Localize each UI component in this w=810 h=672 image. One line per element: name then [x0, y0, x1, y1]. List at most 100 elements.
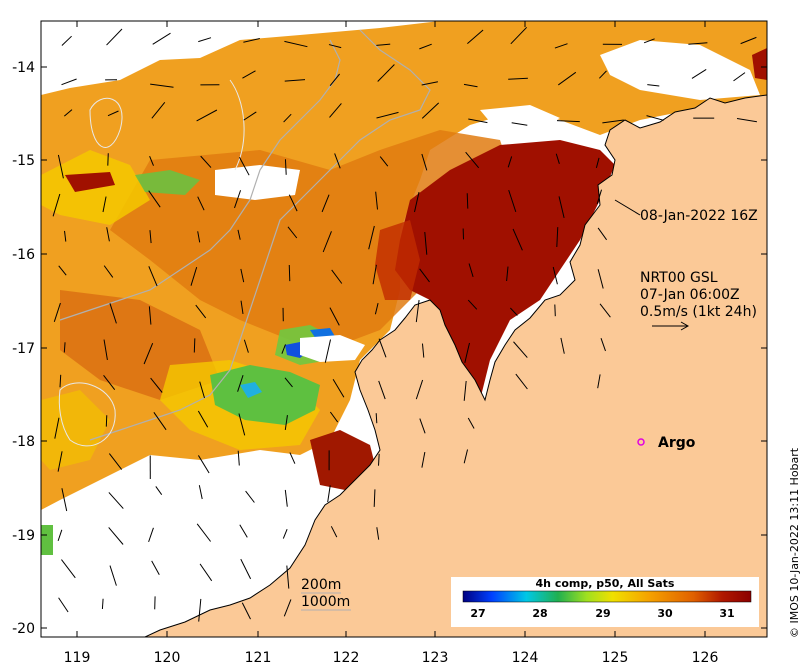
current-vector: [148, 266, 158, 287]
current-vector: [421, 451, 426, 468]
current-vector: [63, 342, 66, 353]
current-vector: [198, 37, 212, 43]
x-tick-label: 121: [245, 650, 272, 666]
current-vector: [463, 83, 478, 88]
current-vector: [468, 263, 474, 278]
current-vector: [466, 193, 469, 209]
current-vector: [64, 230, 67, 242]
current-vector: [284, 415, 288, 430]
current-vector: [53, 302, 61, 322]
current-vector: [510, 26, 528, 45]
current-vector: [143, 342, 154, 365]
colorbar-title: 4h comp, p50, All Sats: [536, 577, 675, 590]
current-vector: [245, 490, 255, 503]
colorbar-tick: 29: [595, 607, 610, 620]
current-vector: [150, 83, 174, 88]
current-vector: [688, 42, 708, 45]
current-vector: [155, 486, 163, 495]
current-vector: [103, 265, 114, 278]
current-vector: [57, 529, 63, 542]
colorbar-tick: 31: [719, 607, 734, 620]
current-vector: [419, 268, 430, 283]
colorbar-tick: 30: [657, 607, 673, 620]
current-vector: [330, 526, 338, 538]
current-vector: [736, 118, 757, 123]
scale-arrow-icon: [652, 321, 690, 331]
current-vector: [468, 118, 488, 124]
current-vector: [506, 266, 509, 282]
current-vector: [61, 35, 72, 46]
current-vector: [329, 73, 340, 86]
current-vector: [740, 36, 757, 45]
y-tick-label: -17: [12, 341, 35, 357]
current-vector: [284, 489, 288, 507]
current-vector: [378, 380, 386, 400]
y-tick-label: -20: [12, 621, 35, 637]
current-vector: [415, 300, 420, 323]
current-vector: [556, 227, 559, 248]
y-tick-label: -16: [12, 247, 35, 263]
current-vector: [101, 598, 104, 610]
x-tick-label: 126: [692, 650, 719, 666]
y-axis: -14 -15 -16 -17 -18 -19 -20: [12, 60, 767, 637]
current-vector: [421, 153, 428, 171]
current-vector: [602, 119, 624, 124]
x-tick-label: 119: [64, 650, 91, 666]
current-vector: [287, 226, 298, 239]
sst-swath-green: [210, 365, 320, 425]
current-vector: [284, 40, 308, 48]
current-vector: [463, 449, 469, 464]
current-vector: [379, 156, 389, 167]
current-vector: [281, 344, 286, 354]
current-vector: [733, 72, 746, 82]
sst-swath-cyan: [240, 382, 262, 398]
current-vector: [152, 32, 171, 45]
current-vector: [198, 485, 203, 500]
x-tick-label: 122: [333, 650, 360, 666]
current-vector: [109, 565, 117, 586]
current-vector: [557, 71, 577, 86]
current-vector: [240, 268, 245, 283]
colorbar-tick: 28: [532, 607, 547, 620]
current-vector: [197, 410, 209, 428]
current-vector: [288, 265, 291, 282]
current-vector: [148, 527, 154, 543]
current-vector: [378, 338, 387, 358]
current-vector: [61, 78, 77, 86]
x-tick-label: 120: [154, 650, 181, 666]
current-vector: [515, 373, 528, 390]
no-data-gap-4: [600, 40, 760, 100]
current-vector: [372, 264, 377, 285]
current-vector: [52, 193, 61, 217]
timestamp-leader: [614, 199, 641, 216]
sst-swath-dark-red-3: [65, 172, 115, 192]
current-vector: [148, 306, 152, 325]
argo-circle-icon: [637, 438, 645, 446]
current-vector: [597, 374, 601, 389]
current-vector: [237, 375, 244, 392]
current-vector: [322, 231, 332, 253]
current-vector: [102, 196, 107, 213]
current-vector: [106, 227, 110, 242]
current-vector: [58, 597, 69, 613]
current-scale-label: 0.5m/s (1kt 24h): [640, 304, 757, 320]
current-vector: [554, 43, 568, 49]
current-vector: [324, 339, 332, 363]
current-vector: [375, 413, 378, 424]
current-vector: [195, 304, 207, 319]
current-vector: [59, 374, 62, 388]
current-vector: [243, 111, 257, 121]
current-vector: [647, 84, 660, 87]
current-vector: [467, 417, 475, 429]
current-vector: [64, 109, 73, 117]
current-vector: [558, 196, 565, 219]
current-vector: [373, 489, 376, 507]
sst-swath-green-3: [135, 170, 200, 195]
current-vector: [334, 153, 341, 169]
current-vector: [283, 599, 292, 617]
current-vector: [646, 115, 664, 121]
current-vector: [321, 194, 330, 213]
current-vector: [421, 102, 440, 119]
current-vector: [555, 153, 560, 164]
